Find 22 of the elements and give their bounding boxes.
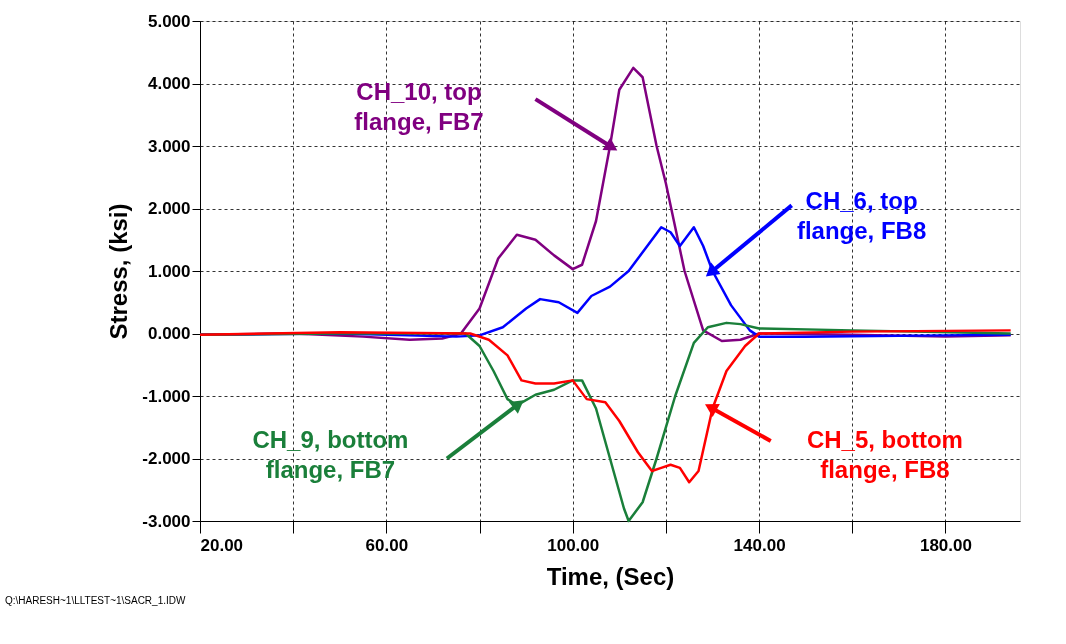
annotation: CH_10, top flange, FB7 (354, 77, 484, 135)
y-tick-label: 3.000 (147, 136, 191, 156)
x-tick-label: 140.00 (733, 535, 786, 555)
y-tick-label: -1.000 (142, 386, 191, 406)
x-tick-label: 180.00 (919, 535, 972, 555)
y-tick-label: 4.000 (147, 74, 191, 93)
x-tick-label: 20.00 (200, 535, 244, 555)
y-tick-label: -3.000 (142, 511, 191, 531)
y-tick-label: 1.000 (147, 261, 191, 281)
annotation: CH_9, bottom flange, FB7 (252, 426, 409, 483)
x-axis-title: Time, (Sec) (546, 562, 675, 590)
y-tick-label: 5.000 (147, 11, 191, 31)
y-tick-label: -2.000 (142, 449, 191, 468)
y-tick-label: 0.000 (147, 324, 191, 343)
y-axis-title: Stress, (ksi) (105, 203, 133, 340)
line-series (198, 329, 1012, 484)
text: Q:\HARESH~1\LLTEST~1\SACR_1.IDW (5, 595, 186, 606)
annotation: CH_5, bottom flange, FB8 (806, 426, 963, 483)
x-tick-label: 100.00 (547, 535, 600, 555)
annotation: CH_6, top flange, FB8 (796, 187, 927, 245)
y-tick-label: 2.000 (147, 199, 191, 218)
x-tick-label: 60.00 (365, 535, 409, 555)
